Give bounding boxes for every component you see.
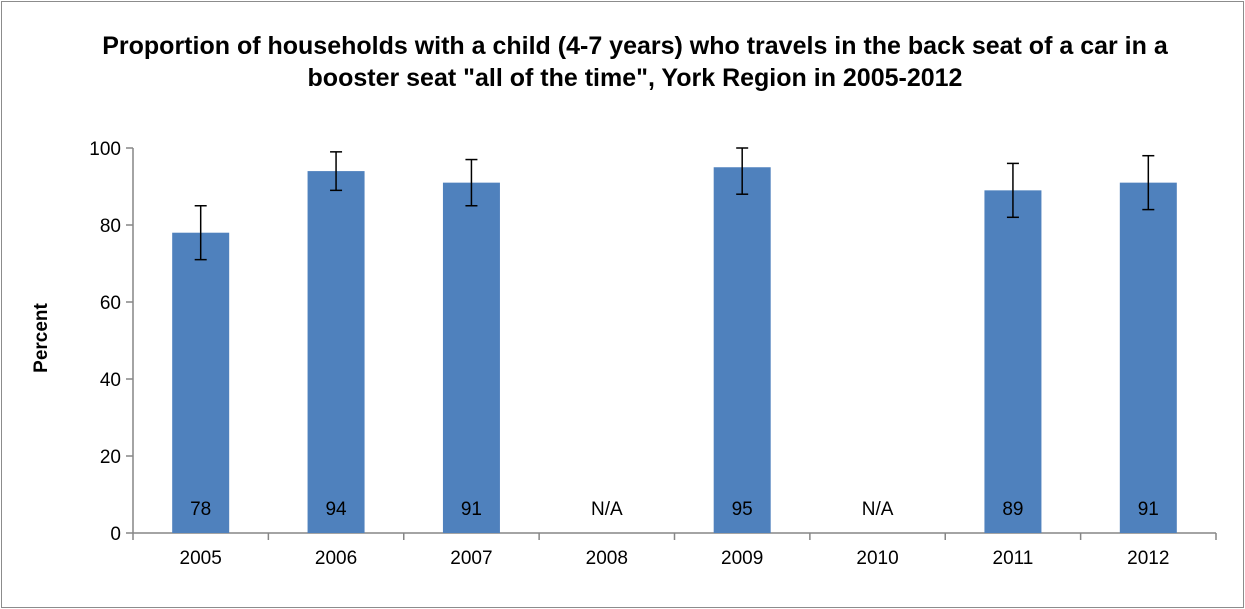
bar	[172, 232, 230, 533]
data-label: 89	[1002, 499, 1023, 520]
bar	[307, 171, 365, 533]
x-tick-label: 2010	[856, 548, 898, 569]
y-tick-label: 80	[100, 216, 121, 237]
data-label: 95	[732, 499, 753, 520]
data-label: 94	[325, 499, 347, 520]
data-label: 78	[190, 499, 211, 520]
y-tick-label: 100	[89, 139, 121, 160]
x-tick-label: 2012	[1127, 548, 1169, 569]
y-tick-label: 0	[110, 524, 121, 545]
x-tick-label: 2005	[180, 548, 222, 569]
bar	[1119, 182, 1177, 533]
data-label: N/A	[862, 499, 894, 520]
x-tick-label: 2008	[586, 548, 628, 569]
bar	[713, 167, 771, 533]
y-tick-label: 20	[100, 447, 121, 468]
x-tick-label: 2011	[993, 548, 1034, 569]
x-tick-label: 2006	[315, 548, 357, 569]
bar	[984, 190, 1042, 533]
y-tick-label: 60	[100, 293, 121, 314]
data-label: 91	[461, 499, 482, 520]
data-label: 91	[1138, 499, 1159, 520]
y-tick-label: 40	[100, 370, 121, 391]
chart-title: Proportion of households with a child (4…	[102, 32, 1168, 92]
x-tick-label: 2009	[721, 548, 763, 569]
x-tick-label: 2007	[450, 548, 492, 569]
data-label: N/A	[591, 499, 623, 520]
bar	[442, 182, 500, 533]
